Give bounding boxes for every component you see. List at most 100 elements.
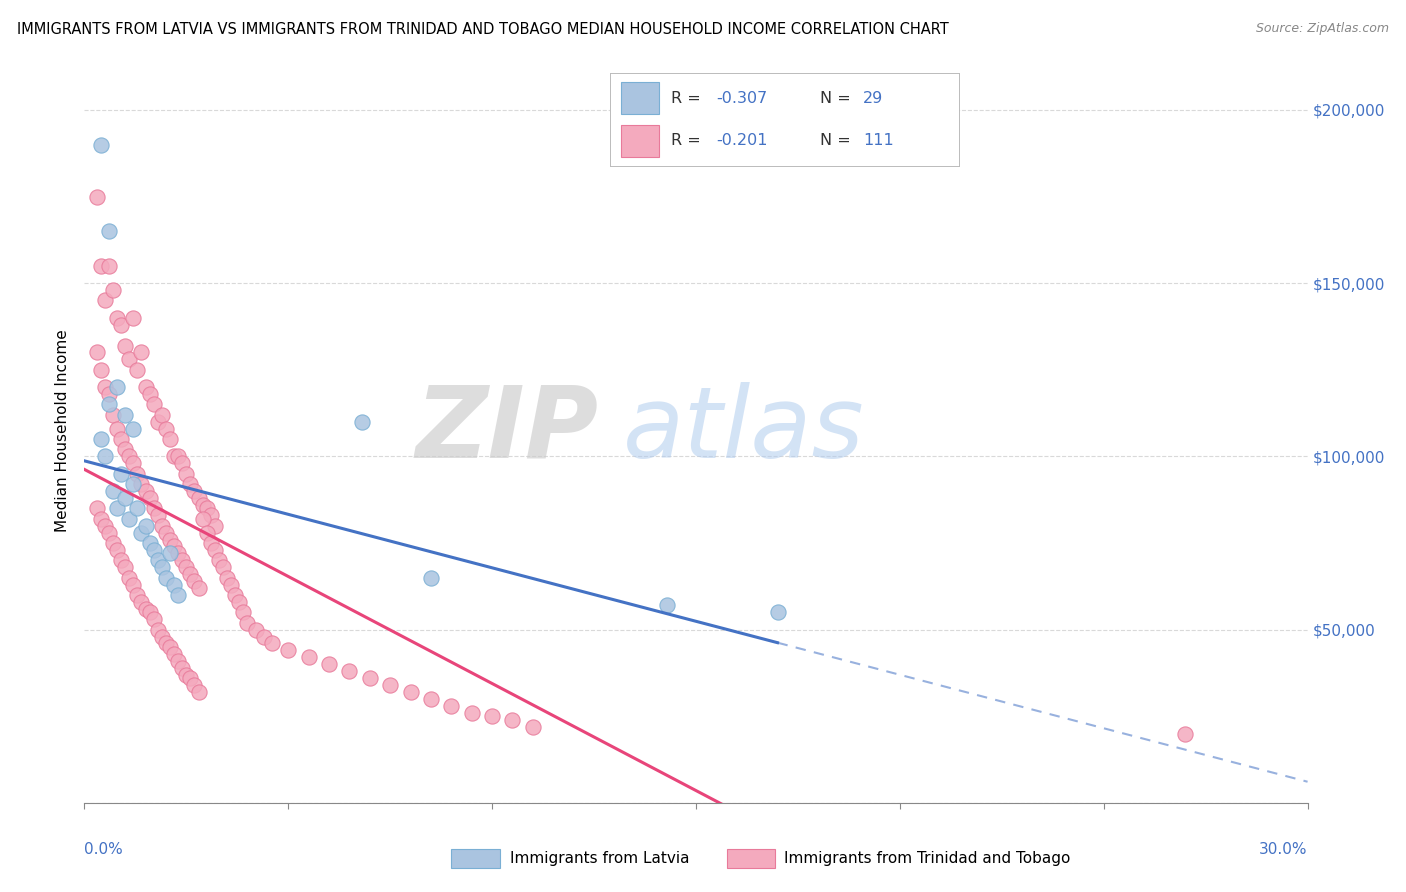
Point [101,536,124,550]
Point [1174,726,1197,740]
Text: IMMIGRANTS FROM LATVIA VS IMMIGRANTS FROM TRINIDAD AND TOBAGO MEDIAN HOUSEHOLD I: IMMIGRANTS FROM LATVIA VS IMMIGRANTS FRO… [17,22,949,37]
Point [90,259,112,273]
Point [131,345,153,359]
Y-axis label: Median Household Income: Median Household Income [55,329,70,532]
Point [380,678,402,692]
Point [163,450,186,464]
Point [232,605,254,619]
Point [228,595,250,609]
Point [155,422,177,436]
Point [114,442,136,457]
Point [146,623,169,637]
Point [179,477,201,491]
Point [138,605,160,619]
Point [138,536,160,550]
Point [150,630,173,644]
Point [110,432,132,446]
Point [195,525,218,540]
Point [97,387,120,401]
Point [142,501,165,516]
Point [127,501,149,516]
Point [146,508,169,523]
Point [138,387,160,401]
Point [339,664,361,678]
Point [105,310,128,325]
Point [93,293,115,308]
Point [86,501,108,516]
Text: atlas: atlas [623,382,865,479]
Point [131,525,153,540]
Point [174,467,197,481]
Point [122,422,145,436]
Point [122,577,145,591]
Point [146,415,169,429]
Point [135,518,157,533]
Point [420,691,443,706]
Point [217,571,239,585]
Point [481,709,503,723]
Point [187,685,209,699]
Point [97,397,120,411]
Point [146,553,169,567]
Point [204,518,226,533]
Point [187,491,209,505]
Point [277,643,299,657]
Point [159,546,181,560]
Point [183,574,205,588]
Point [142,612,165,626]
Point [657,599,679,613]
Point [172,553,194,567]
Point [150,518,173,533]
Point [131,595,153,609]
Point [159,640,181,654]
Point [150,560,173,574]
Point [191,512,214,526]
Point [219,577,242,591]
Point [212,560,235,574]
Point [200,536,222,550]
Point [155,636,177,650]
Point [122,310,145,325]
Point [253,630,276,644]
Point [122,477,145,491]
Point [127,363,149,377]
Text: 0.0%: 0.0% [84,842,124,856]
Text: Immigrants from Trinidad and Tobago: Immigrants from Trinidad and Tobago [785,851,1070,866]
Point [118,352,141,367]
Point [359,671,381,685]
Point [399,685,422,699]
Text: Source: ZipAtlas.com: Source: ZipAtlas.com [1256,22,1389,36]
Point [179,671,201,685]
Point [195,501,218,516]
Point [97,224,120,238]
Point [97,525,120,540]
Point [200,508,222,523]
Text: 30.0%: 30.0% [1260,842,1308,856]
Point [420,571,443,585]
Point [167,450,190,464]
Point [142,542,165,557]
Point [298,650,321,665]
Point [766,605,789,619]
Point [90,512,112,526]
Point [105,380,128,394]
Point [167,654,190,668]
Point [118,571,141,585]
Point [167,546,190,560]
Point [127,467,149,481]
Point [105,422,128,436]
Point [101,283,124,297]
Point [172,661,194,675]
Text: Immigrants from Latvia: Immigrants from Latvia [510,851,689,866]
Point [135,483,157,498]
Point [138,491,160,505]
Point [93,518,115,533]
Point [114,491,136,505]
Point [110,553,132,567]
Point [236,615,259,630]
Bar [451,849,501,868]
Point [150,408,173,422]
Point [110,467,132,481]
Point [93,450,115,464]
Point [167,588,190,602]
